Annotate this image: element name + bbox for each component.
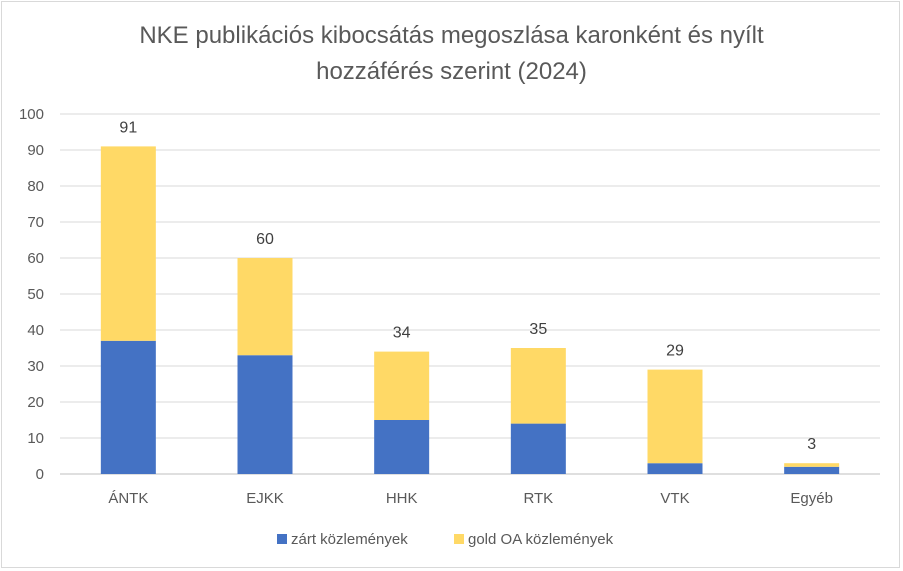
chart-title-line-1: NKE publikációs kibocsátás megoszlása ka…: [139, 22, 764, 49]
y-tick-label: 50: [27, 286, 44, 303]
y-tick-label: 0: [36, 466, 44, 483]
bar-zart-0: [100, 340, 156, 474]
y-tick-label: 60: [27, 250, 44, 267]
bar-zart-3: [510, 423, 566, 474]
bar-gold-oa-4: [647, 369, 703, 464]
y-tick-label: 80: [27, 178, 44, 195]
chart-title-line-2: hozzáférés szerint (2024): [316, 58, 587, 85]
bar-gold-oa-0: [100, 146, 156, 341]
legend-label-gold-oa: gold OA közlemények: [468, 531, 614, 548]
data-label-total: 34: [393, 325, 411, 342]
data-label-total: 91: [119, 119, 137, 136]
bar-zart-1: [237, 355, 293, 474]
x-tick-label: EJKK: [246, 490, 284, 507]
y-tick-label: 30: [27, 358, 44, 375]
data-label-total: 60: [256, 231, 274, 248]
bar-gold-oa-2: [374, 351, 430, 420]
bar-gold-oa-1: [237, 258, 293, 356]
bar-gold-oa-5: [784, 463, 840, 467]
bar-zart-4: [647, 463, 703, 474]
x-tick-label: Egyéb: [790, 490, 833, 507]
x-axis-ticks: ÁNTK EJKK HHK RTK VTK Egyéb: [108, 490, 833, 507]
y-tick-label: 90: [27, 142, 44, 159]
legend: zárt közlemények gold OA közlemények: [277, 531, 614, 548]
y-tick-label: 40: [27, 322, 44, 339]
data-label-total: 35: [529, 321, 547, 338]
bar-zart-5: [784, 466, 840, 474]
y-tick-label: 10: [27, 430, 44, 447]
x-tick-label: HHK: [386, 490, 418, 507]
x-tick-label: ÁNTK: [108, 490, 148, 507]
y-tick-label: 100: [19, 106, 44, 123]
chart-title: NKE publikációs kibocsátás megoszlása ka…: [0, 18, 903, 90]
y-tick-label: 20: [27, 394, 44, 411]
bars: [100, 146, 840, 474]
legend-swatch-zart: [277, 534, 287, 544]
y-axis-ticks: 0 10 20 30 40 50 60 70 80 90 100: [19, 106, 44, 483]
bar-gold-oa-3: [510, 348, 566, 424]
data-label-total: 29: [666, 343, 684, 360]
y-tick-label: 70: [27, 214, 44, 231]
legend-label-zart: zárt közlemények: [291, 531, 408, 548]
x-tick-label: RTK: [523, 490, 553, 507]
legend-swatch-gold-oa: [454, 534, 464, 544]
data-labels: 91 60 34 35 29 3: [119, 119, 816, 453]
bar-zart-2: [374, 420, 430, 474]
gridlines: [60, 113, 880, 475]
data-label-total: 3: [807, 436, 816, 453]
x-tick-label: VTK: [660, 490, 689, 507]
